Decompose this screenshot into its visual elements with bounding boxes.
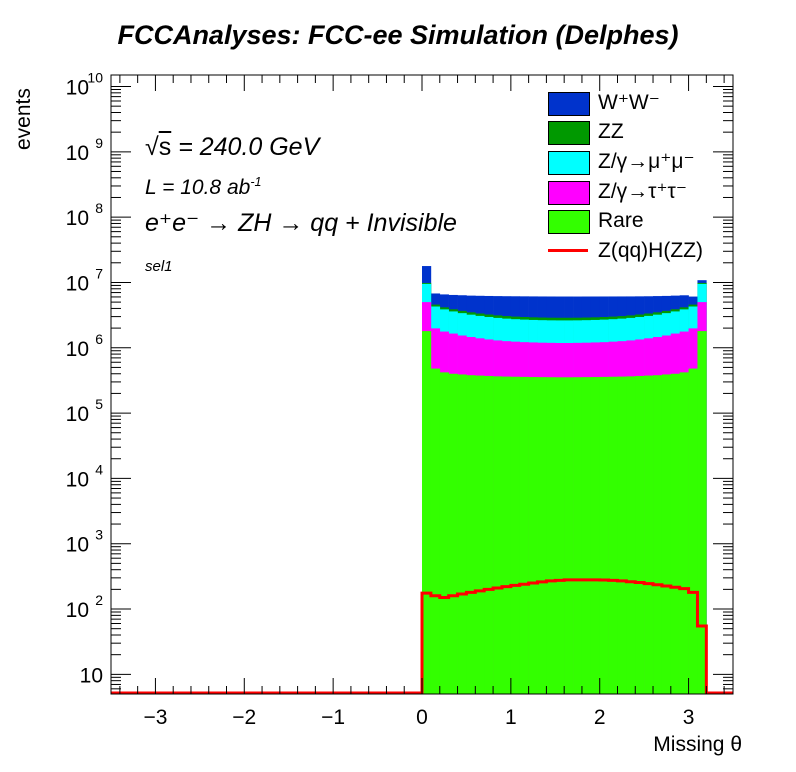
bar-0-8 [493,376,503,694]
y-tick-exponent: 8 [95,200,103,216]
sqrt-s-value: = 240.0 GeV [178,133,320,161]
bar-0-24 [635,375,645,694]
process-annotation: e⁺e⁻ → ZH → qq + Invisible [145,209,457,237]
bar-0-4 [457,374,467,694]
bar-0-21 [608,376,618,694]
y-tick-label: 10 [66,77,89,100]
bar-0-7 [484,375,494,694]
y-tick-label: 10 [66,207,89,230]
x-tick-label: −1 [321,706,345,729]
legend-label-ztautau: Z/γ→τ⁺τ⁻ [598,180,687,203]
luminosity-value: L = 10.8 ab [145,176,251,199]
x-tick-label: 3 [683,706,695,729]
bar-0-31 [697,331,707,694]
bar-0-18 [581,377,592,694]
y-tick-exponent: 10 [87,70,103,86]
bar-0-27 [661,374,672,694]
y-tick-label: 10 [66,142,89,165]
x-tick-label: 0 [416,706,428,729]
bar-0-3 [448,373,458,694]
legend-entry-zz: ZZ [548,119,738,145]
y-tick-exponent: 5 [95,396,103,412]
legend-line-signal [548,249,588,252]
bar-0-5 [466,375,476,694]
bar-0-28 [670,373,680,694]
y-axis-label: events [12,88,35,150]
legend-entry-ww: W⁺W⁻ [548,90,738,116]
x-tick-label: 1 [505,706,517,729]
legend-entry-ztautau: Z/γ→τ⁺τ⁻ [548,179,738,205]
luminosity-exponent: -1 [250,175,262,189]
x-tick-label: 2 [594,706,606,729]
bar-0-17 [573,377,583,694]
bar-0-19 [590,377,601,694]
y-tick-exponent: 7 [95,265,103,281]
bar-0-22 [617,376,627,694]
x-axis-label: Missing θ [653,733,742,756]
bar-0-30 [688,368,698,694]
bar-0-1 [430,368,441,694]
y-tick-label: 10 [66,468,89,491]
legend-swatch-zmumu [548,151,590,175]
x-tick-label: −2 [232,706,256,729]
y-tick-label: 10 [66,599,89,622]
legend-label-zz: ZZ [598,120,624,143]
chart-title: FCCAnalyses: FCC-ee Simulation (Delphes) [117,20,679,50]
legend-swatch-ztautau [548,181,590,205]
legend-label-ww: W⁺W⁻ [598,91,660,114]
bar-0-25 [644,375,654,694]
legend-entry-zmumu: Z/γ→μ⁺μ⁻ [548,149,738,175]
y-tick-exponent: 2 [95,592,103,608]
bar-0-12 [528,377,538,694]
sqrt-s-annotation: √s = 240.0 GeV [145,133,319,162]
bar-0-13 [537,377,547,694]
x-tick-label: −3 [143,706,167,729]
y-tick-exponent: 9 [95,135,103,151]
bar-0-9 [501,376,512,694]
bar-0-10 [510,376,521,694]
bar-0-23 [626,376,636,694]
legend-swatch-rare [548,210,590,234]
legend-label-signal: Z(qq)H(ZZ) [598,239,703,262]
y-tick-exponent: 6 [95,331,103,347]
legend-label-rare: Rare [598,209,644,232]
bar-0-16 [564,377,574,694]
legend-swatch-ww [548,92,590,116]
bar-0-26 [653,375,663,694]
y-tick-label: 10 [66,403,89,426]
y-tick-label: 10 [66,338,89,361]
legend-entry-rare: Rare [548,208,738,234]
bar-0-2 [439,372,449,694]
bar-0-29 [679,372,689,694]
legend-entry-signal: Z(qq)H(ZZ) [548,238,738,264]
y-tick-exponent: 3 [95,527,103,543]
bar-0-14 [546,377,556,694]
bar-0-20 [599,376,609,694]
y-tick-label: 10 [80,664,103,687]
histogram-bars [422,266,707,694]
signal-line [111,578,733,695]
signal-histogram [111,578,733,695]
bar-0-15 [555,377,565,694]
bar-0-11 [519,376,529,694]
y-tick-exponent: 4 [95,461,103,477]
legend-swatch-zz [548,121,590,145]
sqrt-symbol: √s [145,133,172,161]
bar-0-0 [422,331,432,694]
selection-annotation: sel1 [145,258,173,275]
y-tick-label: 10 [66,272,89,295]
bar-0-6 [475,375,485,694]
y-tick-label: 10 [66,534,89,557]
legend-label-zmumu: Z/γ→μ⁺μ⁻ [598,150,695,173]
luminosity-annotation: L = 10.8 ab-1 [145,176,262,200]
